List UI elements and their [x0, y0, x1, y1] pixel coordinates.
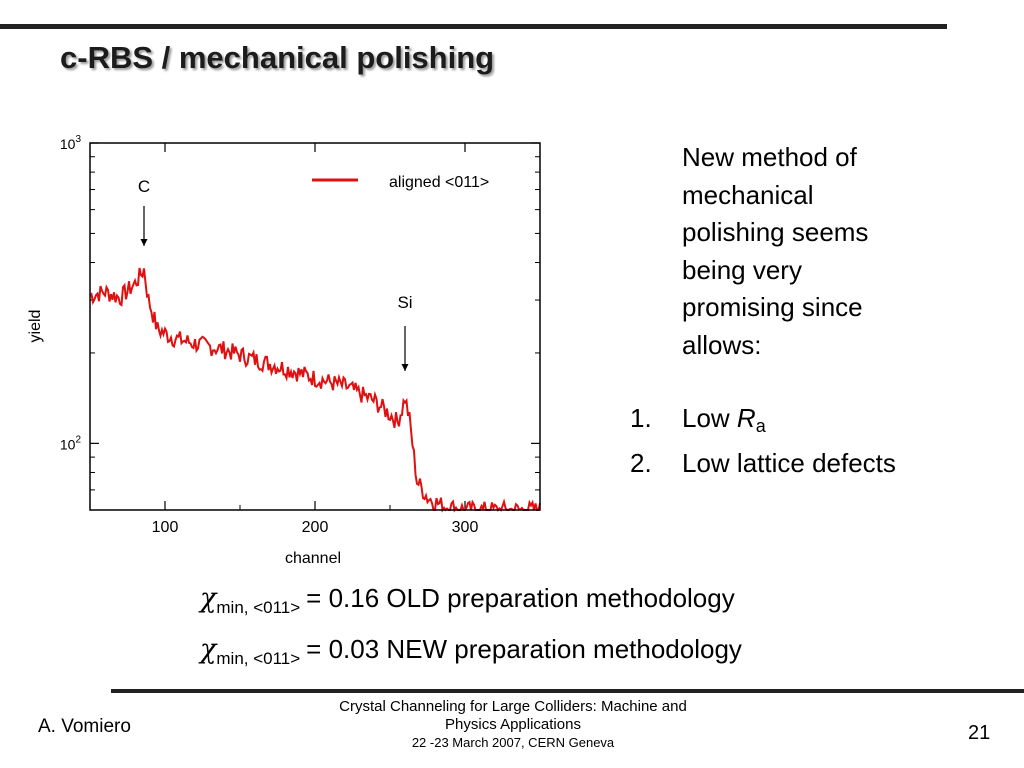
conference-title-line: Physics Applications — [445, 716, 581, 733]
y-tick-label: 102 — [60, 434, 82, 452]
list-text: Low lattice defects — [682, 448, 896, 478]
top-rule — [0, 24, 947, 29]
yield-chart: 100 200 300 103 102 C Si aligned <011> channel… — [27, 134, 541, 567]
slide-title: c-RBS / mechanical polishing — [60, 40, 495, 75]
chi-min-new: χmin, <011> = 0.03 NEW preparation method… — [200, 634, 742, 669]
description-line: New method of — [682, 142, 857, 172]
roughness-symbol: R — [736, 403, 756, 433]
conference-date: 22 -23 March 2007, CERN Geneva — [411, 735, 615, 750]
description-line: allows: — [682, 329, 762, 360]
list-number: 1. — [630, 403, 652, 433]
list-text: Low — [682, 403, 737, 433]
benefit-list: 1. Low Ra 2. Low lattice defects — [630, 400, 896, 482]
annotation-arrowhead — [401, 364, 409, 371]
plot-frame — [89, 142, 541, 511]
list-item: 2. Low lattice defects — [630, 445, 896, 482]
chi-text: = 0.03 NEW preparation methodology — [306, 634, 742, 664]
annotation-label: Si — [397, 293, 412, 312]
method-description: New method of mechanical polishing seems… — [682, 139, 942, 364]
list-number: 2. — [630, 448, 652, 478]
description-line: mechanical — [682, 179, 814, 210]
list-item: 1. Low Ra — [630, 400, 896, 445]
conference-info: Crystal Channeling for Large Colliders: … — [298, 698, 728, 752]
x-axis-label: channel — [285, 550, 341, 567]
description-line: promising since — [682, 292, 863, 322]
x-tick-label: 100 — [152, 519, 179, 536]
annotation-arrowhead — [140, 239, 148, 246]
chi-symbol: χ — [200, 634, 217, 665]
x-tick-label: 200 — [302, 519, 329, 536]
bottom-rule — [111, 689, 1024, 693]
description-line: being very — [682, 254, 802, 285]
chi-subscript: min, <011> — [216, 598, 301, 617]
page-number: 21 — [968, 722, 991, 744]
chi-min-old: χmin, <011> = 0.16 OLD preparation method… — [200, 583, 735, 618]
annotation-label: C — [138, 177, 150, 196]
chi-text: = 0.16 OLD preparation methodology — [306, 583, 735, 613]
legend-label: aligned <011> — [389, 174, 489, 191]
x-tick-label: 300 — [452, 519, 479, 536]
y-axis-label: yield — [27, 310, 44, 343]
author-name: A. Vomiero — [38, 716, 131, 737]
series-line — [89, 267, 541, 513]
roughness-subscript: a — [755, 416, 766, 436]
conference-title-line: Crystal Channeling for Large Colliders: … — [339, 698, 687, 715]
chart-layer: 100 200 300 103 102 C Si — [60, 134, 541, 536]
chi-symbol: χ — [200, 583, 217, 614]
description-line: polishing seems — [682, 217, 869, 247]
y-tick-label: 103 — [60, 134, 82, 152]
chi-subscript: min, <011> — [216, 649, 301, 668]
